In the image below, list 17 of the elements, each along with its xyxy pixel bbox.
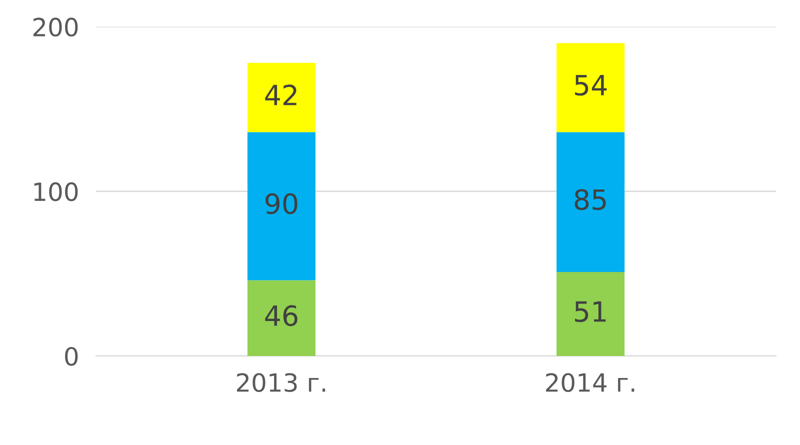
data-label: 42 [265, 84, 296, 106]
bar [556, 43, 625, 132]
y-tick-label: 0 [65, 346, 78, 366]
y-tick-label: 200 [33, 18, 78, 37]
data-label: 46 [265, 305, 298, 326]
x-tick-label: 2013 г. [236, 373, 326, 392]
bar [556, 132, 625, 272]
data-label: 85 [574, 189, 606, 210]
bar [556, 272, 625, 356]
data-label: 51 [575, 301, 606, 322]
bar [247, 132, 316, 280]
y-tick-label: 100 [34, 182, 78, 202]
bar [247, 62, 316, 132]
data-label: 54 [575, 75, 607, 96]
x-tick-label: 2014 г. [546, 373, 634, 392]
bar [247, 280, 316, 356]
data-label: 90 [266, 193, 298, 214]
